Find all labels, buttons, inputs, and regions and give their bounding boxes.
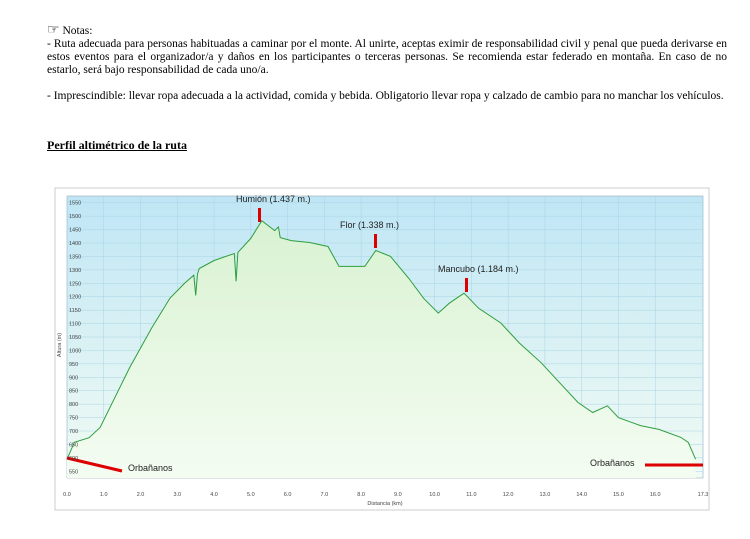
y-tick-label: 1500 [69, 214, 81, 220]
annotation: Humión (1.437 m.) [236, 194, 311, 204]
x-tick-label: 1.0 [100, 492, 108, 498]
section-title: Perfil altimétrico de la ruta [47, 138, 187, 152]
x-tick-label: 7.0 [321, 492, 329, 498]
y-tick-label: 1350 [69, 254, 81, 260]
x-tick-label: 4.0 [210, 492, 218, 498]
y-tick-label: 950 [69, 362, 78, 368]
y-tick-label: 1050 [69, 335, 81, 341]
x-tick-label: 16.0 [650, 492, 661, 498]
area-fill [67, 220, 696, 478]
notes-heading: ☞ Notas: [47, 24, 727, 38]
notes-title: Notas: [62, 25, 93, 37]
y-tick-label: 1550 [69, 201, 81, 207]
peak-marker [258, 208, 261, 222]
x-tick-label: 6.0 [284, 492, 292, 498]
x-tick-label: 5.0 [247, 492, 255, 498]
peak-marker [374, 234, 377, 248]
paragraph: - Imprescindible: llevar ropa adecuada a… [47, 90, 724, 102]
paragraph: - Ruta adecuada para personas habituadas… [47, 38, 727, 76]
y-tick-label: 700 [69, 429, 78, 435]
y-tick-label: 1200 [69, 295, 81, 301]
x-tick-label: 9.0 [394, 492, 402, 498]
y-tick-label: 1000 [69, 348, 81, 354]
x-tick-label: 10.0 [429, 492, 440, 498]
annotation: Orbañanos [590, 458, 635, 468]
x-tick-label: 2.0 [137, 492, 145, 498]
y-tick-label: 1450 [69, 228, 81, 234]
y-tick-label: 1400 [69, 241, 81, 247]
peak-marker [465, 278, 468, 292]
x-tick-label: 13.0 [540, 492, 551, 498]
x-axis-label: Distancia (km) [367, 501, 402, 507]
elevation-line [66, 219, 697, 460]
x-tick-label: 17.3 [698, 492, 709, 498]
y-tick-label: 600 [69, 456, 78, 462]
y-tick-label: 1100 [69, 322, 81, 328]
start-marker [66, 456, 123, 473]
y-tick-label: 900 [69, 375, 78, 381]
y-tick-label: 550 [69, 469, 78, 475]
hand-icon: ☞ [47, 23, 60, 38]
x-tick-label: 3.0 [173, 492, 181, 498]
y-tick-label: 800 [69, 402, 78, 408]
y-tick-label: 1300 [69, 268, 81, 274]
notes: ☞ Notas: - Ruta adecuada para personas h… [47, 24, 727, 116]
y-axis-label: Altura (m) [57, 333, 63, 357]
annotation: Mancubo (1.184 m.) [438, 264, 519, 274]
y-tick-label: 850 [69, 389, 78, 395]
x-tick-label: 0.0 [63, 492, 71, 498]
x-tick-label: 14.0 [576, 492, 587, 498]
y-tick-label: 1150 [69, 308, 81, 314]
annotation: Orbañanos [128, 463, 173, 473]
y-tick-label: 750 [69, 416, 78, 422]
annotation: Flor (1.338 m.) [340, 220, 399, 230]
x-tick-label: 8.0 [357, 492, 365, 498]
x-tick-label: 15.0 [613, 492, 624, 498]
x-tick-label: 12.0 [503, 492, 514, 498]
y-tick-label: 650 [69, 442, 78, 448]
y-tick-label: 1250 [69, 281, 81, 287]
x-tick-label: 11.0 [466, 492, 476, 498]
